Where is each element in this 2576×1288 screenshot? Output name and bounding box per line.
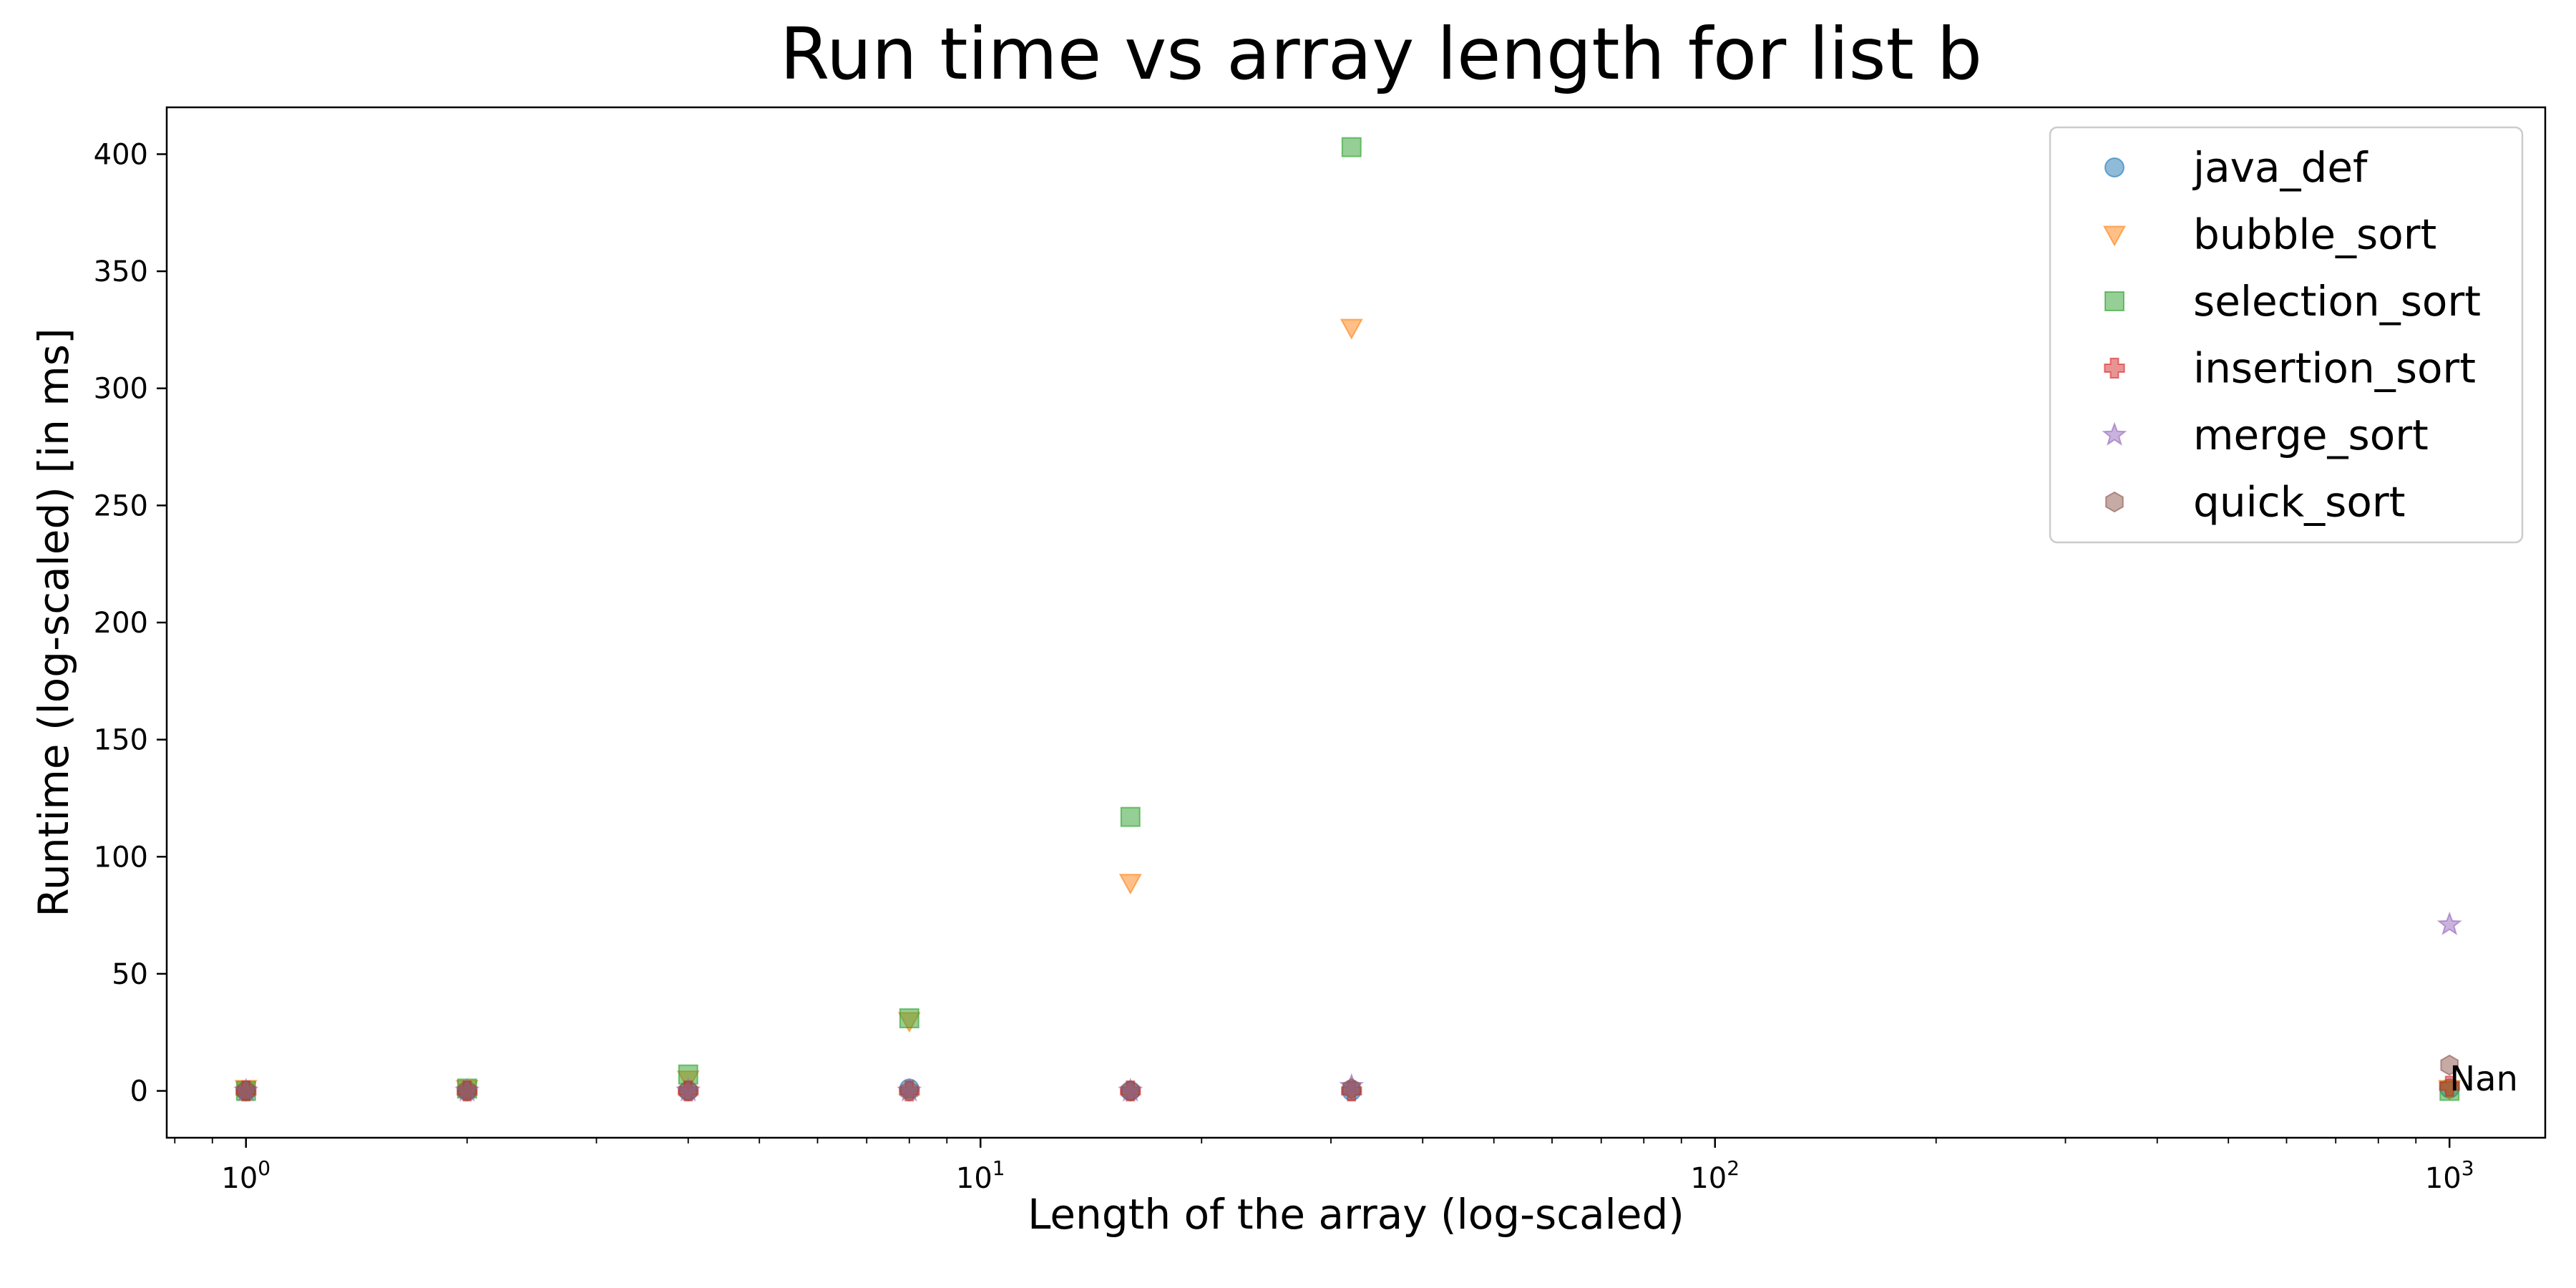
x-tick-exponent: 3 xyxy=(2462,1156,2474,1180)
series-quick-sort xyxy=(236,1054,2459,1102)
data-point xyxy=(2440,1054,2459,1076)
data-point xyxy=(1340,318,1363,340)
x-tick-exponent: 1 xyxy=(992,1156,1005,1180)
legend-item-bubble-sort: bubble_sort xyxy=(2103,210,2436,259)
legend-label: java_def xyxy=(2192,143,2368,192)
data-point xyxy=(457,1080,477,1102)
legend-label: merge_sort xyxy=(2193,411,2429,459)
y-tick-label: 200 xyxy=(94,607,148,640)
y-tick-label: 350 xyxy=(94,255,148,288)
data-point xyxy=(899,1008,919,1029)
legend-label: insertion_sort xyxy=(2193,344,2476,393)
x-tick-exponent: 2 xyxy=(1727,1156,1740,1180)
nan-annotation: Nan xyxy=(2449,1059,2518,1099)
data-point xyxy=(1118,874,1142,895)
legend-item-selection-sort: selection_sort xyxy=(2104,277,2481,326)
x-axis-label: Length of the array (log-scaled) xyxy=(1028,1190,1684,1239)
data-point xyxy=(899,1080,919,1102)
legend-label: quick_sort xyxy=(2193,478,2405,527)
chart-title: Run time vs array length for list b xyxy=(780,12,1982,96)
data-point xyxy=(1120,806,1141,827)
data-point xyxy=(678,1080,698,1102)
y-tick-label: 50 xyxy=(112,958,148,991)
y-tick-label: 100 xyxy=(94,841,148,874)
data-point xyxy=(236,1080,255,1102)
data-point xyxy=(1341,137,1362,157)
y-axis: 0 50 100 150 200 250 300 350 400 xyxy=(94,138,167,1108)
x-tick-exponent: 0 xyxy=(258,1156,270,1180)
data-point xyxy=(1342,1078,1361,1100)
legend-marker xyxy=(2104,291,2124,311)
legend-label: bubble_sort xyxy=(2193,210,2436,259)
legend: java_def bubble_sort selection_sortinserti… xyxy=(2049,126,2524,544)
y-tick-label: 150 xyxy=(94,724,148,757)
legend-item-merge-sort: merge_sort xyxy=(2102,411,2429,459)
legend-item-quick-sort: quick_sort xyxy=(2105,478,2405,527)
y-tick-label: 400 xyxy=(94,138,148,171)
legend-box xyxy=(2049,126,2524,544)
legend-marker xyxy=(2104,157,2124,177)
legend-marker xyxy=(2105,491,2124,513)
data-point xyxy=(2436,911,2462,936)
plot-area: Nan xyxy=(233,137,2518,1102)
y-axis-label: Runtime (log-scaled) [in ms] xyxy=(29,328,78,917)
y-tick-label: 300 xyxy=(94,373,148,406)
legend-marker xyxy=(2103,225,2126,247)
y-tick-label: 0 xyxy=(130,1075,148,1108)
legend-item-java-def: java_def xyxy=(2104,143,2368,192)
y-tick-label: 250 xyxy=(94,489,148,522)
legend-label: selection_sort xyxy=(2193,277,2481,326)
legend-item-insertion-sort: insertion_sort xyxy=(2104,344,2476,393)
legend-marker xyxy=(2104,357,2125,379)
legend-marker xyxy=(2102,421,2127,446)
x-tick-label: 102 xyxy=(1690,1156,1740,1195)
data-point xyxy=(2439,1075,2460,1097)
data-point xyxy=(1121,1080,1140,1102)
